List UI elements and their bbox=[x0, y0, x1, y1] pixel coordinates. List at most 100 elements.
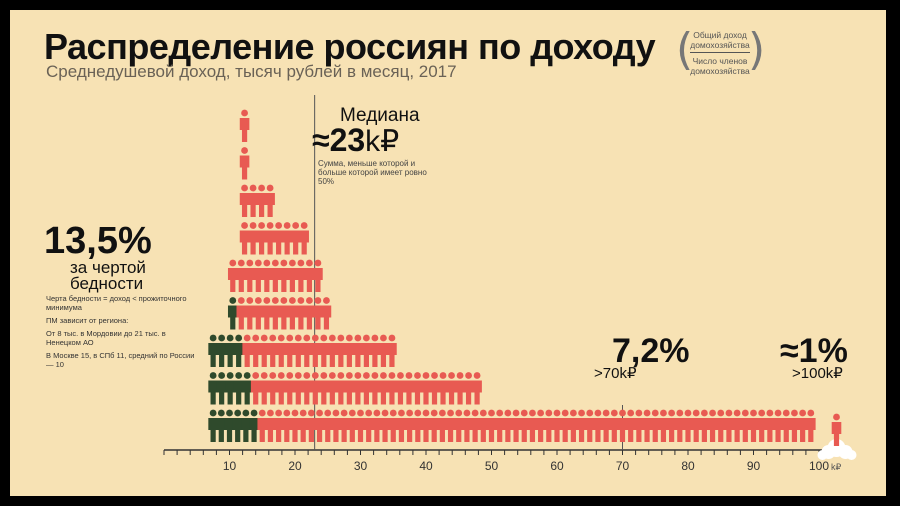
person-icon bbox=[347, 409, 358, 442]
person-icon bbox=[270, 259, 281, 292]
poverty-note: От 8 тыс. в Мордовии до 21 тыс. в Ненецк… bbox=[46, 329, 166, 347]
person-icon bbox=[361, 372, 372, 405]
person-icon bbox=[287, 297, 298, 330]
person-icon bbox=[208, 334, 218, 367]
x-tick-label: 50 bbox=[485, 459, 499, 473]
person-icon bbox=[245, 297, 255, 330]
person-icon bbox=[331, 409, 341, 442]
person-icon bbox=[404, 409, 415, 442]
person-icon bbox=[239, 147, 250, 180]
poverty-note: Черта бедности = доход < прожиточного ми… bbox=[46, 294, 187, 312]
person-icon bbox=[535, 409, 546, 442]
person-icon bbox=[282, 409, 292, 442]
person-icon bbox=[527, 409, 538, 442]
person-icon bbox=[378, 372, 389, 405]
person-icon bbox=[306, 409, 317, 442]
person-icon bbox=[227, 259, 238, 292]
person-icon bbox=[216, 372, 227, 405]
person-icon bbox=[699, 409, 710, 442]
median-unit: k₽ bbox=[365, 125, 400, 158]
person-icon bbox=[319, 372, 329, 405]
person-icon bbox=[756, 409, 767, 442]
median-number: ≈23 bbox=[312, 122, 366, 158]
person-icon bbox=[296, 259, 306, 292]
person-icon bbox=[387, 372, 397, 405]
person-icon bbox=[658, 409, 669, 442]
person-icon bbox=[429, 372, 440, 405]
over100-label: >100k₽ bbox=[792, 365, 843, 382]
person-icon bbox=[293, 334, 304, 367]
person-icon bbox=[445, 409, 456, 442]
formula-numerator: Общий доход домохозяйства bbox=[690, 30, 750, 50]
person-icon bbox=[287, 259, 298, 292]
person-icon bbox=[353, 372, 363, 405]
x-unit-label: k₽ bbox=[831, 462, 842, 472]
over70-label: >70k₽ bbox=[594, 365, 637, 382]
person-icon bbox=[224, 409, 235, 442]
person-icon bbox=[273, 222, 284, 255]
right-paren: ) bbox=[748, 24, 766, 75]
person-icon bbox=[233, 372, 244, 405]
person-icon bbox=[239, 109, 250, 142]
person-icon bbox=[353, 334, 363, 367]
chart-title: Распределение россиян по доходу bbox=[44, 26, 656, 67]
x-tick-label: 60 bbox=[550, 459, 564, 473]
person-icon bbox=[666, 409, 677, 442]
person-icon bbox=[310, 334, 321, 367]
person-icon bbox=[732, 409, 742, 442]
person-icon bbox=[395, 372, 406, 405]
median-label: Медиана bbox=[340, 105, 420, 126]
person-icon bbox=[208, 409, 218, 442]
person-icon bbox=[282, 222, 292, 255]
person-icon bbox=[675, 409, 685, 442]
x-tick-label: 90 bbox=[747, 459, 761, 473]
person-icon bbox=[250, 334, 261, 367]
x-tick-label: 10 bbox=[223, 459, 237, 473]
person-icon bbox=[429, 409, 439, 442]
person-icon bbox=[748, 409, 759, 442]
person-icon bbox=[257, 409, 268, 442]
person-icon bbox=[336, 372, 346, 405]
person-icon bbox=[265, 222, 275, 255]
person-icon bbox=[378, 334, 389, 367]
person-icon bbox=[797, 409, 808, 442]
person-icon bbox=[412, 372, 423, 405]
person-icon bbox=[299, 222, 309, 255]
person-icon bbox=[284, 334, 295, 367]
person-icon bbox=[421, 409, 431, 442]
person-icon bbox=[265, 184, 275, 217]
person-icon bbox=[462, 409, 472, 442]
person-icon bbox=[242, 372, 252, 405]
person-icon bbox=[304, 297, 315, 330]
person-icon bbox=[511, 409, 521, 442]
person-icon bbox=[256, 222, 267, 255]
person-icon bbox=[781, 409, 792, 442]
poverty-label: за чертой бедности bbox=[70, 258, 146, 293]
person-icon bbox=[339, 409, 349, 442]
person-icon bbox=[296, 297, 306, 330]
x-tick-label: 20 bbox=[288, 459, 302, 473]
poverty-percent: 13,5% bbox=[44, 220, 152, 262]
person-icon bbox=[404, 372, 414, 405]
person-icon bbox=[421, 372, 431, 405]
person-icon bbox=[765, 409, 775, 442]
person-icon bbox=[355, 409, 366, 442]
person-icon bbox=[310, 372, 321, 405]
person-icon bbox=[245, 259, 255, 292]
person-icon bbox=[232, 409, 243, 442]
person-icon bbox=[361, 334, 372, 367]
person-icon bbox=[276, 334, 287, 367]
person-icon bbox=[363, 409, 374, 442]
person-icon bbox=[544, 409, 554, 442]
person-icon bbox=[314, 409, 325, 442]
person-icon bbox=[560, 409, 570, 442]
person-icon bbox=[740, 409, 751, 442]
person-icon bbox=[259, 334, 270, 367]
person-icon bbox=[438, 372, 448, 405]
poverty-notes: Черта бедности = доход < прожиточного ми… bbox=[46, 294, 196, 373]
person-icon bbox=[388, 409, 399, 442]
person-icon bbox=[650, 409, 661, 442]
person-icon bbox=[617, 409, 628, 442]
person-icon bbox=[455, 372, 465, 405]
person-icon bbox=[806, 409, 816, 442]
